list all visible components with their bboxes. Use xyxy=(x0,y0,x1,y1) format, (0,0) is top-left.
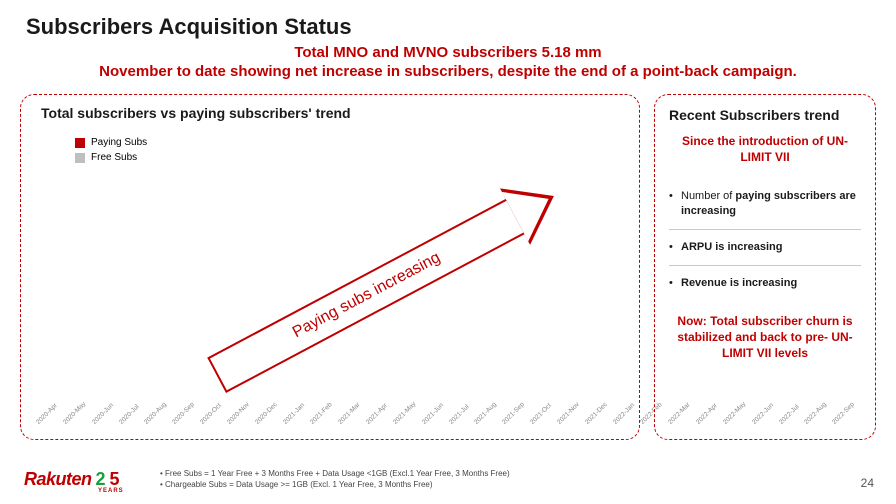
side-footer: Now: Total subscriber churn is stabilize… xyxy=(669,313,861,362)
brand-years-tag: YEARS xyxy=(98,488,124,494)
brand-years-a: 2 xyxy=(96,469,106,490)
legend-item-free: Free Subs xyxy=(75,152,625,163)
chart-title: Total subscribers vs paying subscribers'… xyxy=(41,105,625,121)
chart-panel: Total subscribers vs paying subscribers'… xyxy=(20,94,640,440)
side-bullet: Number of paying subscribers are increas… xyxy=(669,179,861,229)
side-bullets: Number of paying subscribers are increas… xyxy=(669,179,861,300)
page-title: Subscribers Acquisition Status xyxy=(26,14,352,40)
footnotes: Free Subs = 1 Year Free + 3 Months Free … xyxy=(160,468,510,490)
side-bullet: ARPU is increasing xyxy=(669,230,861,265)
legend-label-free: Free Subs xyxy=(91,152,137,163)
brand-name: Rakuten xyxy=(24,469,92,490)
brand-logo: Rakuten 25 YEARS xyxy=(24,469,120,490)
chart-bars xyxy=(35,165,625,399)
chart-area xyxy=(35,165,625,399)
subtitle-line-2: November to date showing net increase in… xyxy=(0,63,896,80)
legend-item-paying: Paying Subs xyxy=(75,137,625,148)
page-number: 24 xyxy=(861,476,874,490)
subtitle-block: Total MNO and MVNO subscribers 5.18 mm N… xyxy=(0,44,896,80)
side-panel: Recent Subscribers trend Since the intro… xyxy=(654,94,876,440)
side-bullet: Revenue is increasing xyxy=(669,266,861,301)
brand-years-b: 5 xyxy=(110,469,120,490)
legend-swatch-free xyxy=(75,153,85,163)
legend-label-paying: Paying Subs xyxy=(91,137,147,148)
side-title: Recent Subscribers trend xyxy=(669,107,861,123)
chart-xlabels: 2020-Apr2020-May2020-Jun2020-Jul2020-Aug… xyxy=(35,401,625,437)
subtitle-line-1: Total MNO and MVNO subscribers 5.18 mm xyxy=(0,44,896,61)
side-intro: Since the introduction of UN-LIMIT VII xyxy=(669,133,861,165)
legend-swatch-paying xyxy=(75,138,85,148)
footnote: Free Subs = 1 Year Free + 3 Months Free … xyxy=(160,468,510,479)
footnote: Chargeable Subs = Data Usage >= 1GB (Exc… xyxy=(160,479,510,490)
chart-legend: Paying Subs Free Subs xyxy=(75,137,625,163)
